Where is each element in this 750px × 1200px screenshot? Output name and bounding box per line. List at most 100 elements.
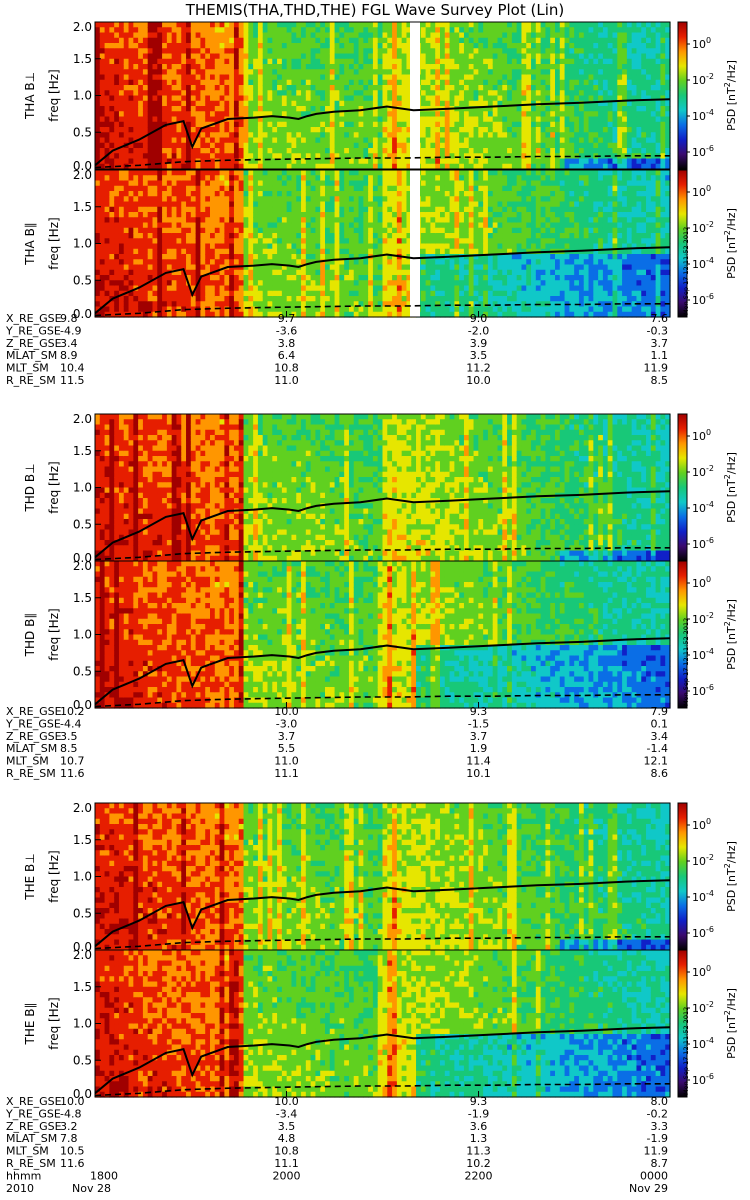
spectrogram-cell	[262, 175, 269, 182]
spectrogram-cell	[320, 238, 326, 245]
spectrogram-cell	[162, 275, 168, 281]
spectrogram-cell	[214, 53, 221, 60]
spectrogram-cell	[344, 212, 350, 218]
spectrogram-cell	[526, 111, 532, 118]
spectrogram-cell	[598, 163, 604, 170]
spectrogram-cell	[334, 148, 340, 154]
spectrogram-cell	[114, 243, 120, 250]
spectrogram-cell	[492, 111, 499, 118]
spectrogram-cell	[253, 259, 259, 266]
spectrogram-cell	[104, 248, 110, 255]
spectrogram-cell	[224, 106, 230, 112]
spectrogram-cell	[262, 58, 269, 65]
spectrogram-cell	[248, 32, 254, 39]
spectrogram-cell	[238, 311, 245, 318]
spectrogram-cell	[315, 185, 321, 192]
spectrogram-cell	[478, 142, 484, 149]
spectrogram-cell	[487, 74, 494, 81]
spectrogram-cell	[521, 90, 527, 97]
spectrogram-cell	[502, 53, 508, 60]
spectrogram-cell	[305, 163, 312, 170]
spectrogram-cell	[315, 290, 321, 297]
spectrogram-cell	[200, 201, 206, 208]
spectrogram-cell	[157, 48, 163, 55]
spectrogram-cell	[277, 290, 283, 297]
spectrogram-cell	[655, 142, 662, 149]
spectrogram-cell	[238, 137, 245, 144]
spectrogram-cell	[353, 180, 360, 187]
spectrogram-cell	[157, 259, 163, 266]
spectrogram-cell	[147, 142, 154, 149]
spectrogram-cell	[325, 280, 331, 287]
spectrogram-cell	[243, 153, 249, 160]
spectrogram-cell	[142, 127, 149, 133]
spectrogram-cell	[238, 100, 245, 107]
spectrogram-cell	[593, 142, 599, 149]
spectrogram-cell	[320, 95, 326, 102]
spectrogram-cell	[99, 163, 106, 170]
data-gap	[410, 22, 420, 169]
spectrogram-cell	[334, 95, 340, 102]
spectrogram-cell	[147, 95, 154, 102]
spectrogram-cell	[219, 111, 225, 118]
spectrogram-cell	[238, 111, 245, 118]
spectrogram-cell	[238, 85, 245, 91]
spectrogram-cell	[454, 111, 460, 118]
spectrogram-cell	[545, 116, 551, 123]
spectrogram-cell	[444, 121, 451, 128]
spectrogram-cell	[353, 227, 360, 234]
spectrogram-cell	[622, 79, 628, 86]
spectrogram-cell	[392, 64, 398, 70]
spectrogram-cell	[478, 116, 484, 123]
spectrogram-cell	[176, 280, 182, 287]
spectrogram-cell	[646, 132, 652, 139]
spectrogram-cell	[138, 69, 144, 76]
spectrogram-cell	[387, 48, 393, 55]
spectrogram-cell	[296, 111, 302, 118]
spectrogram-cell	[162, 191, 168, 197]
spectrogram-cell	[602, 22, 609, 28]
spectrogram-cell	[483, 53, 489, 60]
spectrogram-cell	[233, 191, 240, 197]
spectrogram-cell	[267, 22, 273, 28]
spectrogram-cell	[339, 58, 345, 65]
spectrogram-cell	[535, 69, 542, 76]
spectrogram-cell	[531, 27, 537, 34]
spectrogram-cell	[320, 37, 326, 44]
spectrogram-cell	[463, 95, 470, 102]
spectrogram-cell	[147, 306, 154, 313]
spectrogram-cell	[233, 79, 240, 86]
spectrogram-cell	[233, 280, 240, 287]
spectrogram-cell	[363, 201, 369, 208]
spectrogram-cell	[588, 121, 594, 128]
spectrogram-cell	[348, 48, 355, 55]
spectrogram-cell	[358, 69, 364, 76]
spectrogram-cell	[377, 69, 384, 76]
spectrogram-cell	[291, 79, 297, 86]
spectrogram-cell	[186, 217, 192, 224]
spectrogram-cell	[104, 48, 110, 55]
spectrogram-cell	[387, 132, 393, 139]
spectrogram-cell	[219, 206, 225, 213]
spectrogram-cell	[478, 121, 484, 128]
spectrogram-cell	[305, 206, 312, 213]
spectrogram-cell	[301, 227, 307, 234]
spectrogram-cell	[612, 142, 618, 149]
spectrogram-cell	[646, 137, 652, 144]
spectrogram-cell	[363, 32, 369, 39]
spectrogram-cell	[176, 100, 182, 107]
spectrogram-cell	[353, 79, 360, 86]
spectrogram-cell	[118, 85, 125, 91]
spectrogram-cell	[267, 48, 273, 55]
spectrogram-cell	[310, 264, 317, 271]
spectrogram-cell	[186, 170, 192, 176]
spectrogram-cell	[248, 296, 254, 302]
spectrogram-cell	[133, 264, 139, 271]
spectrogram-cell	[200, 306, 206, 313]
spectrogram-cell	[329, 233, 336, 239]
spectrogram-cell	[229, 153, 235, 160]
spectrogram-cell	[253, 95, 259, 102]
spectrogram-cell	[219, 163, 225, 170]
spectrogram-cell	[459, 127, 465, 133]
spectrogram-cell	[305, 196, 312, 203]
